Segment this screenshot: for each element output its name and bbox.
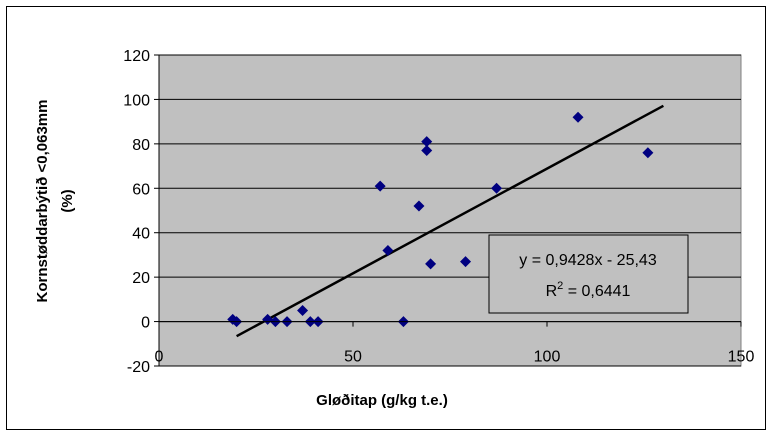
data-point (425, 258, 437, 270)
x-tick-label: 0 (155, 349, 164, 366)
data-point (382, 244, 394, 256)
data-point (572, 111, 584, 123)
data-point (460, 256, 472, 268)
data-point (491, 182, 503, 194)
y-tick-label: 80 (132, 137, 150, 154)
chart-frame: -20 0 20 40 60 80 100 120 0 50 100 150 y = 0,9428x … (6, 6, 766, 430)
tick-labels: -20 0 20 40 60 80 100 120 0 50 100 150 (123, 48, 754, 376)
data-point (262, 313, 274, 325)
svg-text:(%): (%) (59, 189, 76, 212)
trendline (236, 104, 664, 338)
x-axis-title: Gløðitap (g/kg t.e.) (316, 392, 448, 409)
x-tick-label: 100 (534, 349, 561, 366)
r-squared: R2 = 0,6441 (546, 280, 631, 300)
data-point (413, 200, 425, 212)
y-tick-label: 60 (132, 181, 150, 198)
trendline-layer (236, 104, 664, 338)
trend-equation: y = 0,9428x - 25,43 (519, 252, 657, 269)
data-points (227, 111, 654, 328)
plot-area (158, 54, 742, 367)
svg-text:Kornstøddarbýtið <0,063mm: Kornstøddarbýtið <0,063mm (34, 100, 51, 303)
equation-box: y = 0,9428x - 25,43 R2 = 0,6441 (488, 234, 689, 314)
y-axis-title: Kornstøddarbýtið <0,063mm (%) (34, 100, 76, 303)
x-tick-label: 50 (344, 349, 362, 366)
y-tick-label: 100 (123, 92, 150, 109)
data-point (421, 136, 433, 148)
data-point (297, 304, 309, 316)
data-point (374, 180, 386, 192)
y-tick-label: 120 (123, 48, 150, 65)
y-tick-label: -20 (127, 359, 150, 376)
data-point (642, 147, 654, 159)
y-tick-label: 0 (141, 315, 150, 332)
y-tick-label: 20 (132, 270, 150, 287)
axes (154, 54, 742, 367)
y-tick-label: 40 (132, 226, 150, 243)
x-tick-label: 150 (728, 349, 755, 366)
scatter-chart: -20 0 20 40 60 80 100 120 0 50 100 150 y = 0,9428x … (34, 48, 754, 409)
data-point (421, 145, 433, 157)
